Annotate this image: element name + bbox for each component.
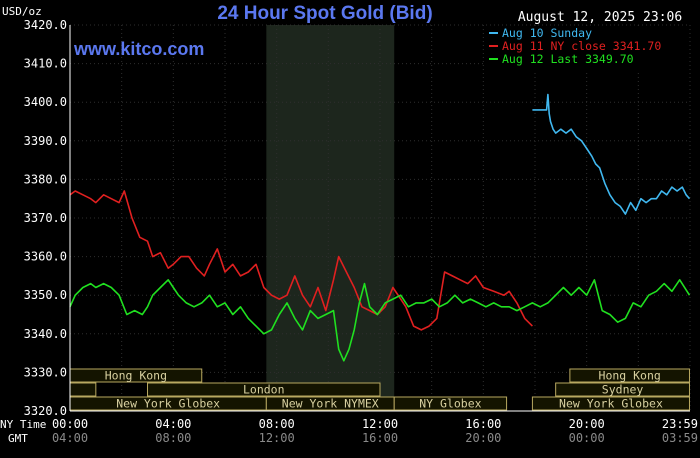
session-bar xyxy=(531,396,690,411)
x-tick-label-ny: 23:59 xyxy=(662,417,698,431)
y-tick-label: 3390.0 xyxy=(24,134,67,148)
session-label: New York Globex xyxy=(116,397,220,411)
x-tick-label-ny: 00:00 xyxy=(52,417,88,431)
session-bar xyxy=(569,368,690,383)
legend-entry: Aug 11 NY close 3341.70 xyxy=(502,39,661,53)
series-line xyxy=(69,190,533,331)
x-tick-label-ny: 08:00 xyxy=(259,417,295,431)
x-tick-label-gmt: 00:00 xyxy=(569,431,605,445)
session-label: NY Globex xyxy=(419,397,481,411)
x-tick-label-gmt: 04:00 xyxy=(52,431,88,445)
y-tick-label: 3320.0 xyxy=(24,404,67,418)
series-line xyxy=(69,278,691,362)
x-tick-label-ny: 04:00 xyxy=(155,417,191,431)
x-tick-label-gmt: 03:59 xyxy=(662,431,698,445)
y-tick-label: 3340.0 xyxy=(24,327,67,341)
text-layer: 24 Hour Spot Gold (Bid) www.kitco.com Au… xyxy=(0,3,682,445)
y-axis-label: USD/oz xyxy=(2,5,42,18)
x-tick-label-gmt: 16:00 xyxy=(362,431,398,445)
y-tick-label: 3350.0 xyxy=(24,288,67,302)
x-tick-label-gmt: 12:00 xyxy=(259,431,295,445)
gmt-label: GMT xyxy=(8,432,28,445)
legend-box xyxy=(484,26,688,70)
session-bar xyxy=(393,396,508,411)
x-tick-label-gmt: 20:00 xyxy=(465,431,501,445)
series-line xyxy=(532,93,691,215)
x-tick-label-ny: 12:00 xyxy=(362,417,398,431)
series-layer xyxy=(69,93,691,362)
legend-entry: Aug 10 Sunday xyxy=(502,26,592,40)
x-tick-label-gmt: 08:00 xyxy=(155,431,191,445)
session-label: Sydney xyxy=(602,383,644,397)
session-bar xyxy=(147,382,381,397)
y-tick-label: 3420.0 xyxy=(24,18,67,32)
y-tick-label: 3370.0 xyxy=(24,211,67,225)
session-bar xyxy=(69,382,97,397)
y-tick-label: 3400.0 xyxy=(24,95,67,109)
timestamp: August 12, 2025 23:06 xyxy=(518,10,682,25)
session-bar xyxy=(555,382,690,397)
chart-title: 24 Hour Spot Gold (Bid) xyxy=(217,3,432,24)
grid-layer: 3320.0 3330.0 3340.0 3350.0 3360.0 3370.0 3380… xyxy=(24,18,691,418)
y-tick-label: 3380.0 xyxy=(24,172,67,186)
y-tick-label: 3360.0 xyxy=(24,250,67,264)
session-label: London xyxy=(243,383,285,397)
axes-layer: 00:0004:0004:0008:0008:0012:0012:0016:00… xyxy=(52,25,698,445)
legend-entry: Aug 12 Last 3349.70 xyxy=(502,52,634,66)
session-label: Hong Kong xyxy=(105,369,167,383)
y-tick-label: 3410.0 xyxy=(24,57,67,71)
x-tick-label-ny: 16:00 xyxy=(465,417,501,431)
session-label: Hong Kong xyxy=(599,369,661,383)
ny-time-label: NY Time xyxy=(0,418,46,431)
x-tick-label-ny: 20:00 xyxy=(569,417,605,431)
session-label: New York Globex xyxy=(559,397,663,411)
y-tick-label: 3330.0 xyxy=(24,365,67,379)
session-label: New York NYMEX xyxy=(282,397,379,411)
watermark: www.kitco.com xyxy=(73,39,204,59)
